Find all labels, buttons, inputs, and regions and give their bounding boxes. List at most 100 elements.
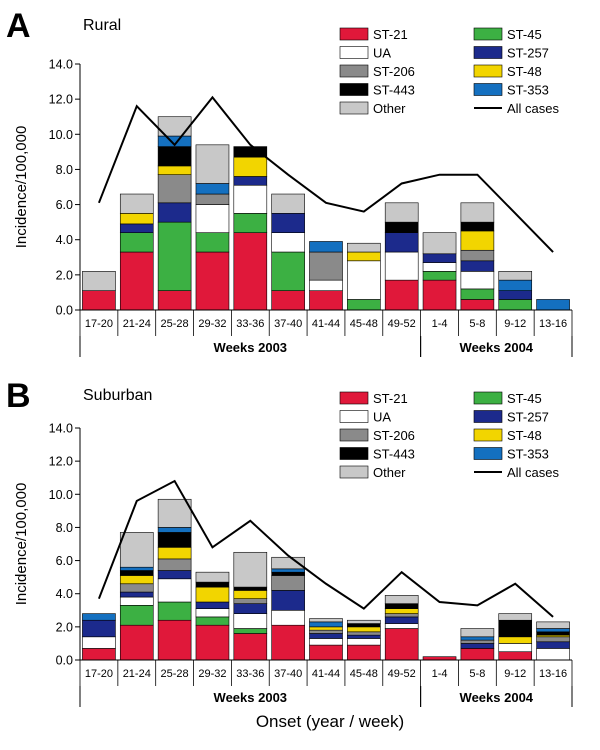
bar-segment-st-257 bbox=[119, 591, 154, 598]
legend-swatch bbox=[339, 428, 369, 442]
legend-swatch bbox=[339, 83, 369, 96]
bar-segment-st-443 bbox=[195, 581, 230, 588]
bar-segment-st-353 bbox=[157, 527, 192, 533]
y-tick-label: 12.0 bbox=[49, 93, 73, 107]
bar-segment-ua bbox=[271, 609, 305, 626]
x-tick-label: 5-8 bbox=[469, 668, 485, 680]
legend-swatch bbox=[339, 101, 369, 115]
bar-segment-other bbox=[498, 613, 533, 621]
bar-segment-st-443 bbox=[119, 570, 154, 576]
bar-segment-st-48 bbox=[157, 547, 192, 560]
bar-segment-st-45 bbox=[498, 299, 533, 311]
legend-label: ST-45 bbox=[507, 391, 542, 406]
bar-segment-ua bbox=[460, 271, 495, 290]
bar-segment-ua bbox=[233, 613, 268, 629]
bar-segment-st-353 bbox=[536, 299, 570, 311]
legend-swatch bbox=[473, 447, 503, 460]
bar-segment-st-21 bbox=[195, 251, 230, 311]
bar-segment-st-48 bbox=[119, 213, 154, 225]
bar-segment-st-257 bbox=[119, 223, 154, 233]
bar-segment-st-48 bbox=[195, 586, 230, 603]
bar-segment-other bbox=[195, 571, 230, 583]
bar-segment-st-21 bbox=[309, 290, 343, 311]
y-tick-label: 6.0 bbox=[56, 554, 73, 568]
legend-swatch bbox=[473, 391, 503, 405]
legend-swatch bbox=[473, 46, 503, 59]
legend-label: ST-21 bbox=[373, 27, 408, 42]
bar-segment-ua bbox=[536, 648, 570, 661]
y-tick-label: 2.0 bbox=[56, 620, 73, 634]
bar-segment-st-21 bbox=[82, 648, 116, 661]
bar-segment-st-45 bbox=[157, 221, 192, 291]
bar-segment-st-353 bbox=[309, 621, 343, 628]
bar-segment-st-353 bbox=[498, 279, 533, 291]
legend-swatch bbox=[473, 27, 503, 41]
legend-label: ST-443 bbox=[373, 83, 415, 98]
bar-segment-st-206 bbox=[119, 583, 154, 593]
bar-segment-st-206 bbox=[195, 193, 230, 205]
bar-segment-st-45 bbox=[233, 213, 268, 233]
bar-segment-st-48 bbox=[460, 230, 495, 251]
x-tick-label: 29-32 bbox=[198, 668, 226, 680]
legend: ST-21 ST-45 UA ST-257 ST-206 ST-48 ST-443 ST-35… bbox=[339, 391, 560, 480]
y-tick-label: 12.0 bbox=[49, 455, 73, 469]
legend-label: ST-48 bbox=[507, 428, 542, 443]
bar-segment-st-45 bbox=[347, 299, 381, 311]
bar-segment-st-21 bbox=[157, 619, 192, 661]
legend-swatch bbox=[473, 410, 503, 423]
bar-segment-st-45 bbox=[460, 288, 495, 300]
x-tick-label: 5-8 bbox=[469, 318, 485, 330]
legend-label: ST-257 bbox=[507, 410, 549, 425]
bar-segment-st-353 bbox=[309, 241, 343, 253]
bar-segment-st-257 bbox=[422, 253, 457, 263]
bar-segment-st-443 bbox=[460, 221, 495, 232]
bar-segment-ua bbox=[195, 204, 230, 233]
bar-segment-st-48 bbox=[347, 626, 381, 633]
bar-segment-st-21 bbox=[233, 232, 268, 311]
bar-segment-st-257 bbox=[82, 619, 116, 638]
bar-segment-st-48 bbox=[347, 251, 381, 262]
bar-segment-st-353 bbox=[536, 628, 570, 633]
legend: ST-21 ST-45 UA ST-257 ST-206 ST-48 ST-443 ST-35… bbox=[339, 27, 560, 116]
y-tick-label: 10.0 bbox=[49, 128, 73, 142]
panel-a: A Rural Incidence/100,000 0.0 2.0 4.0 6.0 8.0 10… bbox=[6, 7, 573, 357]
bar-segment-other bbox=[157, 498, 192, 528]
bar-segment-other bbox=[498, 271, 533, 281]
panel-letter: B bbox=[6, 377, 31, 415]
y-tick-label: 14.0 bbox=[49, 422, 73, 436]
x-axis-title: Onset (year / week) bbox=[256, 712, 404, 731]
legend-swatch bbox=[339, 27, 369, 41]
bar-segment-st-257 bbox=[233, 603, 268, 614]
all-cases-line bbox=[97, 95, 554, 253]
bar-segment-ua bbox=[157, 578, 192, 603]
bar-segment-other bbox=[195, 144, 230, 184]
bar-segment-st-45 bbox=[195, 616, 230, 626]
x-tick-label: 17-20 bbox=[85, 668, 113, 680]
bar-segment-st-45 bbox=[195, 232, 230, 253]
legend-swatch bbox=[473, 64, 503, 78]
bar-segment-st-48 bbox=[309, 626, 343, 631]
bar-segment-ua bbox=[422, 262, 457, 272]
bar-segment-st-206 bbox=[384, 613, 419, 618]
bar-segment-st-48 bbox=[157, 165, 192, 176]
legend-label: ST-206 bbox=[373, 64, 415, 79]
bar-segment-other bbox=[460, 628, 495, 638]
legend-swatch bbox=[473, 428, 503, 442]
x-tick-label: 25-28 bbox=[161, 668, 189, 680]
bar-segment-st-21 bbox=[384, 628, 419, 661]
bar-segment-st-257 bbox=[157, 202, 192, 223]
x-tick-label: 17-20 bbox=[85, 318, 113, 330]
x-tick-label: 49-52 bbox=[388, 318, 416, 330]
x-tick-label: 13-16 bbox=[539, 318, 567, 330]
legend-label: UA bbox=[373, 410, 391, 425]
bar-segment-st-48 bbox=[233, 590, 268, 599]
x-tick-label: 9-12 bbox=[504, 668, 526, 680]
x-tick-label: 25-28 bbox=[161, 318, 189, 330]
bar-segment-st-353 bbox=[119, 566, 154, 571]
bar-segment-ua bbox=[384, 623, 419, 629]
x-tick-label: 45-48 bbox=[350, 668, 378, 680]
bar-segment-st-21 bbox=[460, 299, 495, 311]
bar-segment-ua bbox=[384, 251, 419, 281]
all-cases-line bbox=[97, 479, 554, 618]
bar-segment-other bbox=[309, 618, 343, 623]
